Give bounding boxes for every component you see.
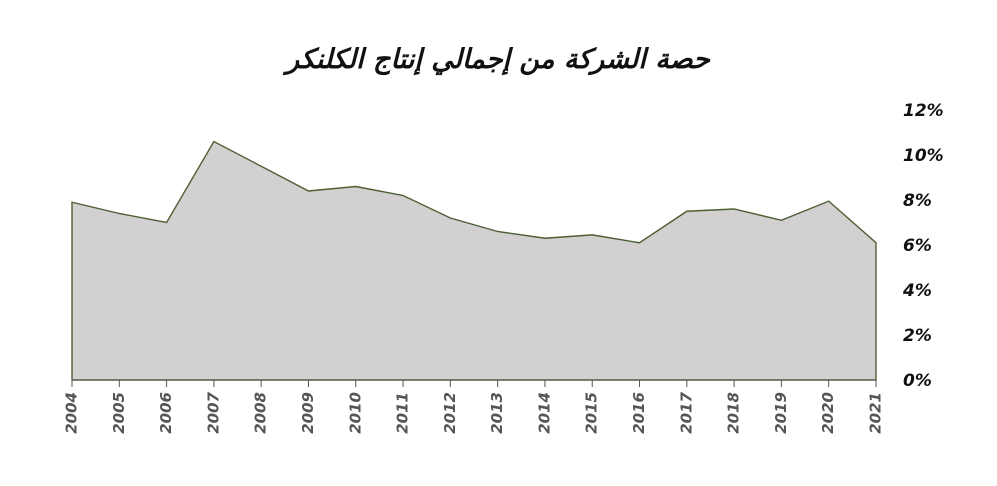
x-tick-label: 2015 xyxy=(583,392,601,434)
y-tick-label: 2% xyxy=(903,326,932,346)
y-tick-label: 6% xyxy=(903,236,932,256)
y-tick-label: 4% xyxy=(902,281,932,301)
y-tick-label: 10% xyxy=(903,146,944,166)
x-tick-label: 2013 xyxy=(488,392,506,434)
x-tick-label: 2016 xyxy=(630,392,648,434)
x-tick-label: 2006 xyxy=(157,392,175,434)
x-tick-label: 2014 xyxy=(535,392,553,434)
x-tick-label: 2009 xyxy=(299,392,317,434)
x-tick-label: 2010 xyxy=(346,392,364,434)
x-tick-label: 2019 xyxy=(772,392,790,434)
x-tick-label: 2007 xyxy=(204,391,222,433)
y-tick-label: 8% xyxy=(903,191,932,211)
area-series xyxy=(71,140,877,381)
x-tick-label: 2005 xyxy=(110,392,128,434)
x-tick-label: 2012 xyxy=(441,392,459,434)
y-axis: 0% 2% 4% 6% 8% 10% 12% xyxy=(902,101,944,391)
x-tick-label: 2021 xyxy=(867,392,885,434)
x-tick-label: 2004 xyxy=(63,392,81,434)
x-axis: 2004 2005 2006 2007 2008 2009 2010 2011 2012 2013… xyxy=(63,379,885,434)
x-tick-label: 2018 xyxy=(725,392,743,434)
x-tick-label: 2020 xyxy=(819,392,837,434)
x-tick-label: 2008 xyxy=(252,392,270,434)
plot-area xyxy=(71,140,877,381)
chart-title: حصة الشركة من إجمالي إنتاج الكلنكر xyxy=(282,44,711,76)
y-tick-label: 12% xyxy=(903,101,944,121)
x-tick-label: 2011 xyxy=(394,392,412,434)
y-tick-label: 0% xyxy=(903,371,932,391)
x-tick-label: 2017 xyxy=(677,391,695,433)
